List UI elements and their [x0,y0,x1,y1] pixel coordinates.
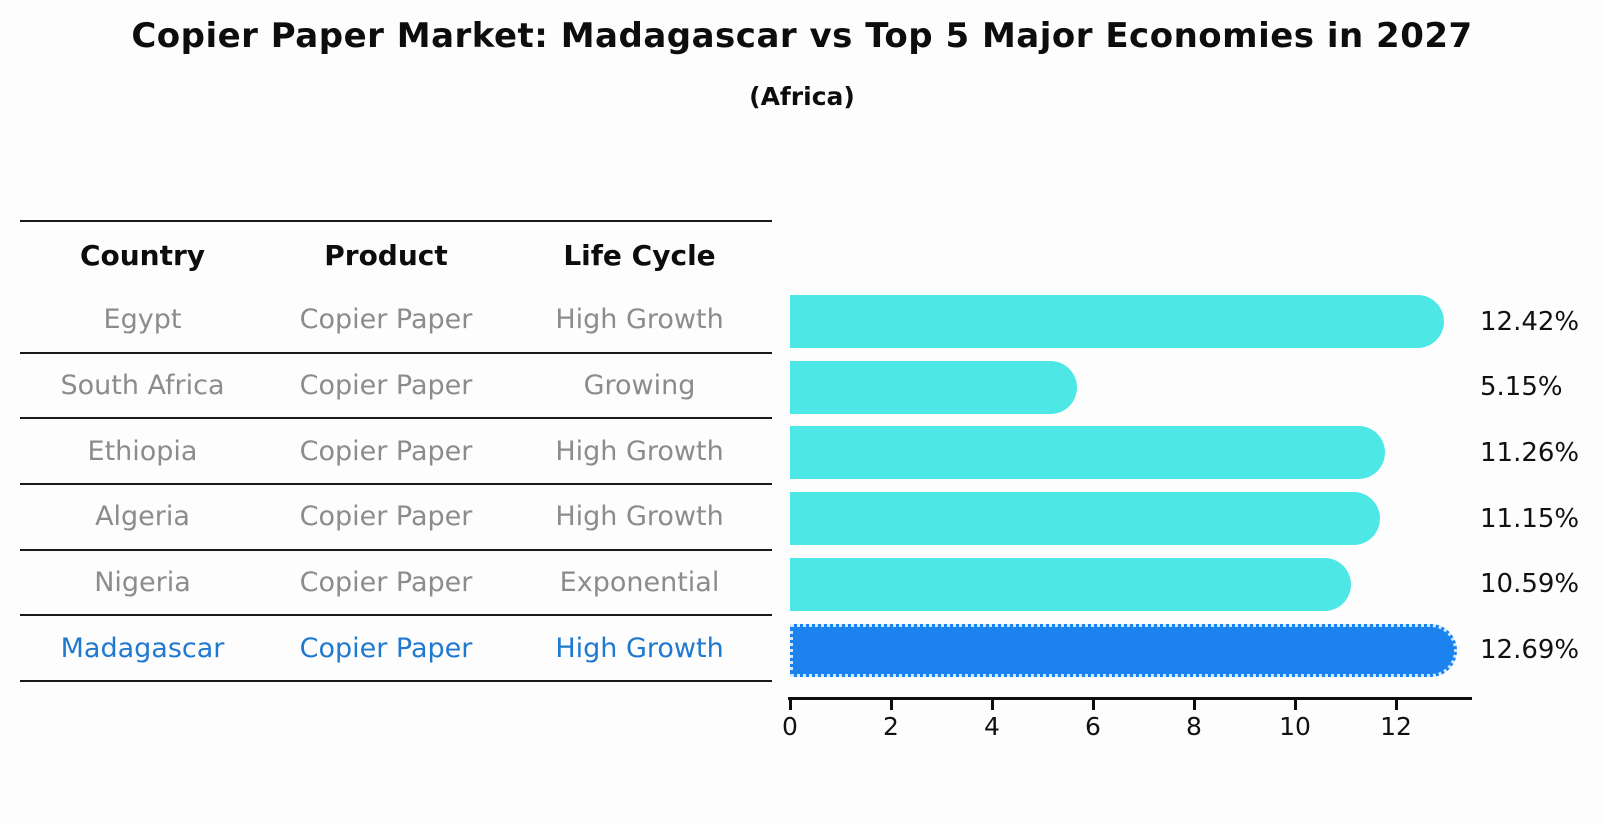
bar-value-label: 12.69% [1480,635,1580,665]
table-header-lifecycle: Life Cycle [563,238,716,272]
cell-country: Nigeria [94,567,191,599]
x-axis-tick-label: 8 [1186,712,1202,741]
x-axis-tickmark [1192,699,1196,710]
bar-value-label: 5.15% [1480,372,1563,403]
table-row: Madagascar Copier Paper High Growth [20,614,772,680]
table-header-country: Country [79,238,206,272]
bar-egypt [790,295,1444,348]
bar-south-africa [790,360,1077,414]
chart-subtitle: (Africa) [749,82,855,111]
x-axis-tickmark [1293,699,1297,710]
cell-life_cycle: Growing [583,370,696,402]
cell-product: Copier Paper [299,435,473,467]
table-row: South Africa Copier Paper Growing [20,351,772,418]
table-row: Ethiopia Copier Paper High Growth [20,417,772,483]
cell-country: Algeria [95,501,190,533]
cell-product: Copier Paper [299,501,473,533]
chart-title: Copier Paper Market: Madagascar vs Top 5… [131,16,1473,56]
x-axis-tick-label: 6 [1085,712,1101,741]
x-axis-tick-label: 12 [1380,712,1412,741]
bar-value-label: 11.26% [1480,437,1580,468]
cell-life_cycle: High Growth [555,501,724,533]
x-axis-tickmark [788,699,792,710]
cell-country: Ethiopia [87,435,198,467]
bar-nigeria [790,557,1352,611]
cell-life_cycle: High Growth [555,435,724,467]
x-axis-tick-label: 2 [883,712,899,741]
x-axis-tickmark [990,699,994,710]
cell-country: Madagascar [60,632,225,664]
cell-product: Copier Paper [299,567,473,599]
cell-life_cycle: High Growth [555,632,724,664]
table-header-row: Country Product Life Cycle [20,222,772,288]
table-header-product: Product [324,238,448,272]
bar-algeria [790,492,1380,546]
table-body: Egypt Copier Paper High Growth South Africa… [20,288,772,680]
cell-country: Egypt [103,304,182,336]
x-axis-tickmark [1091,699,1095,710]
x-axis-line [788,697,1472,700]
bar-madagascar [790,623,1458,677]
cell-country: South Africa [60,370,225,402]
country-table: Country Product Life Cycle Egypt Copier P… [20,220,772,683]
bar-value-label: 11.15% [1480,503,1580,534]
cell-product: Copier Paper [299,370,473,402]
x-axis-tickmark [889,699,893,710]
table-row: Nigeria Copier Paper Exponential [20,548,772,615]
x-axis-tickmark [1394,699,1398,710]
table-row: Algeria Copier Paper High Growth [20,483,772,549]
cell-product: Copier Paper [299,632,473,664]
cell-life_cycle: Exponential [559,567,720,599]
bar-value-label: 10.59% [1480,569,1580,600]
x-axis-tick-label: 0 [782,712,798,741]
table-row: Egypt Copier Paper High Growth [20,288,772,352]
bar-ethiopia [790,426,1386,480]
x-axis-tick-label: 10 [1279,712,1311,741]
x-axis-tick-label: 4 [984,712,1000,741]
cell-product: Copier Paper [299,304,473,336]
cell-life_cycle: High Growth [555,304,724,336]
bar-value-label: 12.42% [1480,306,1580,337]
